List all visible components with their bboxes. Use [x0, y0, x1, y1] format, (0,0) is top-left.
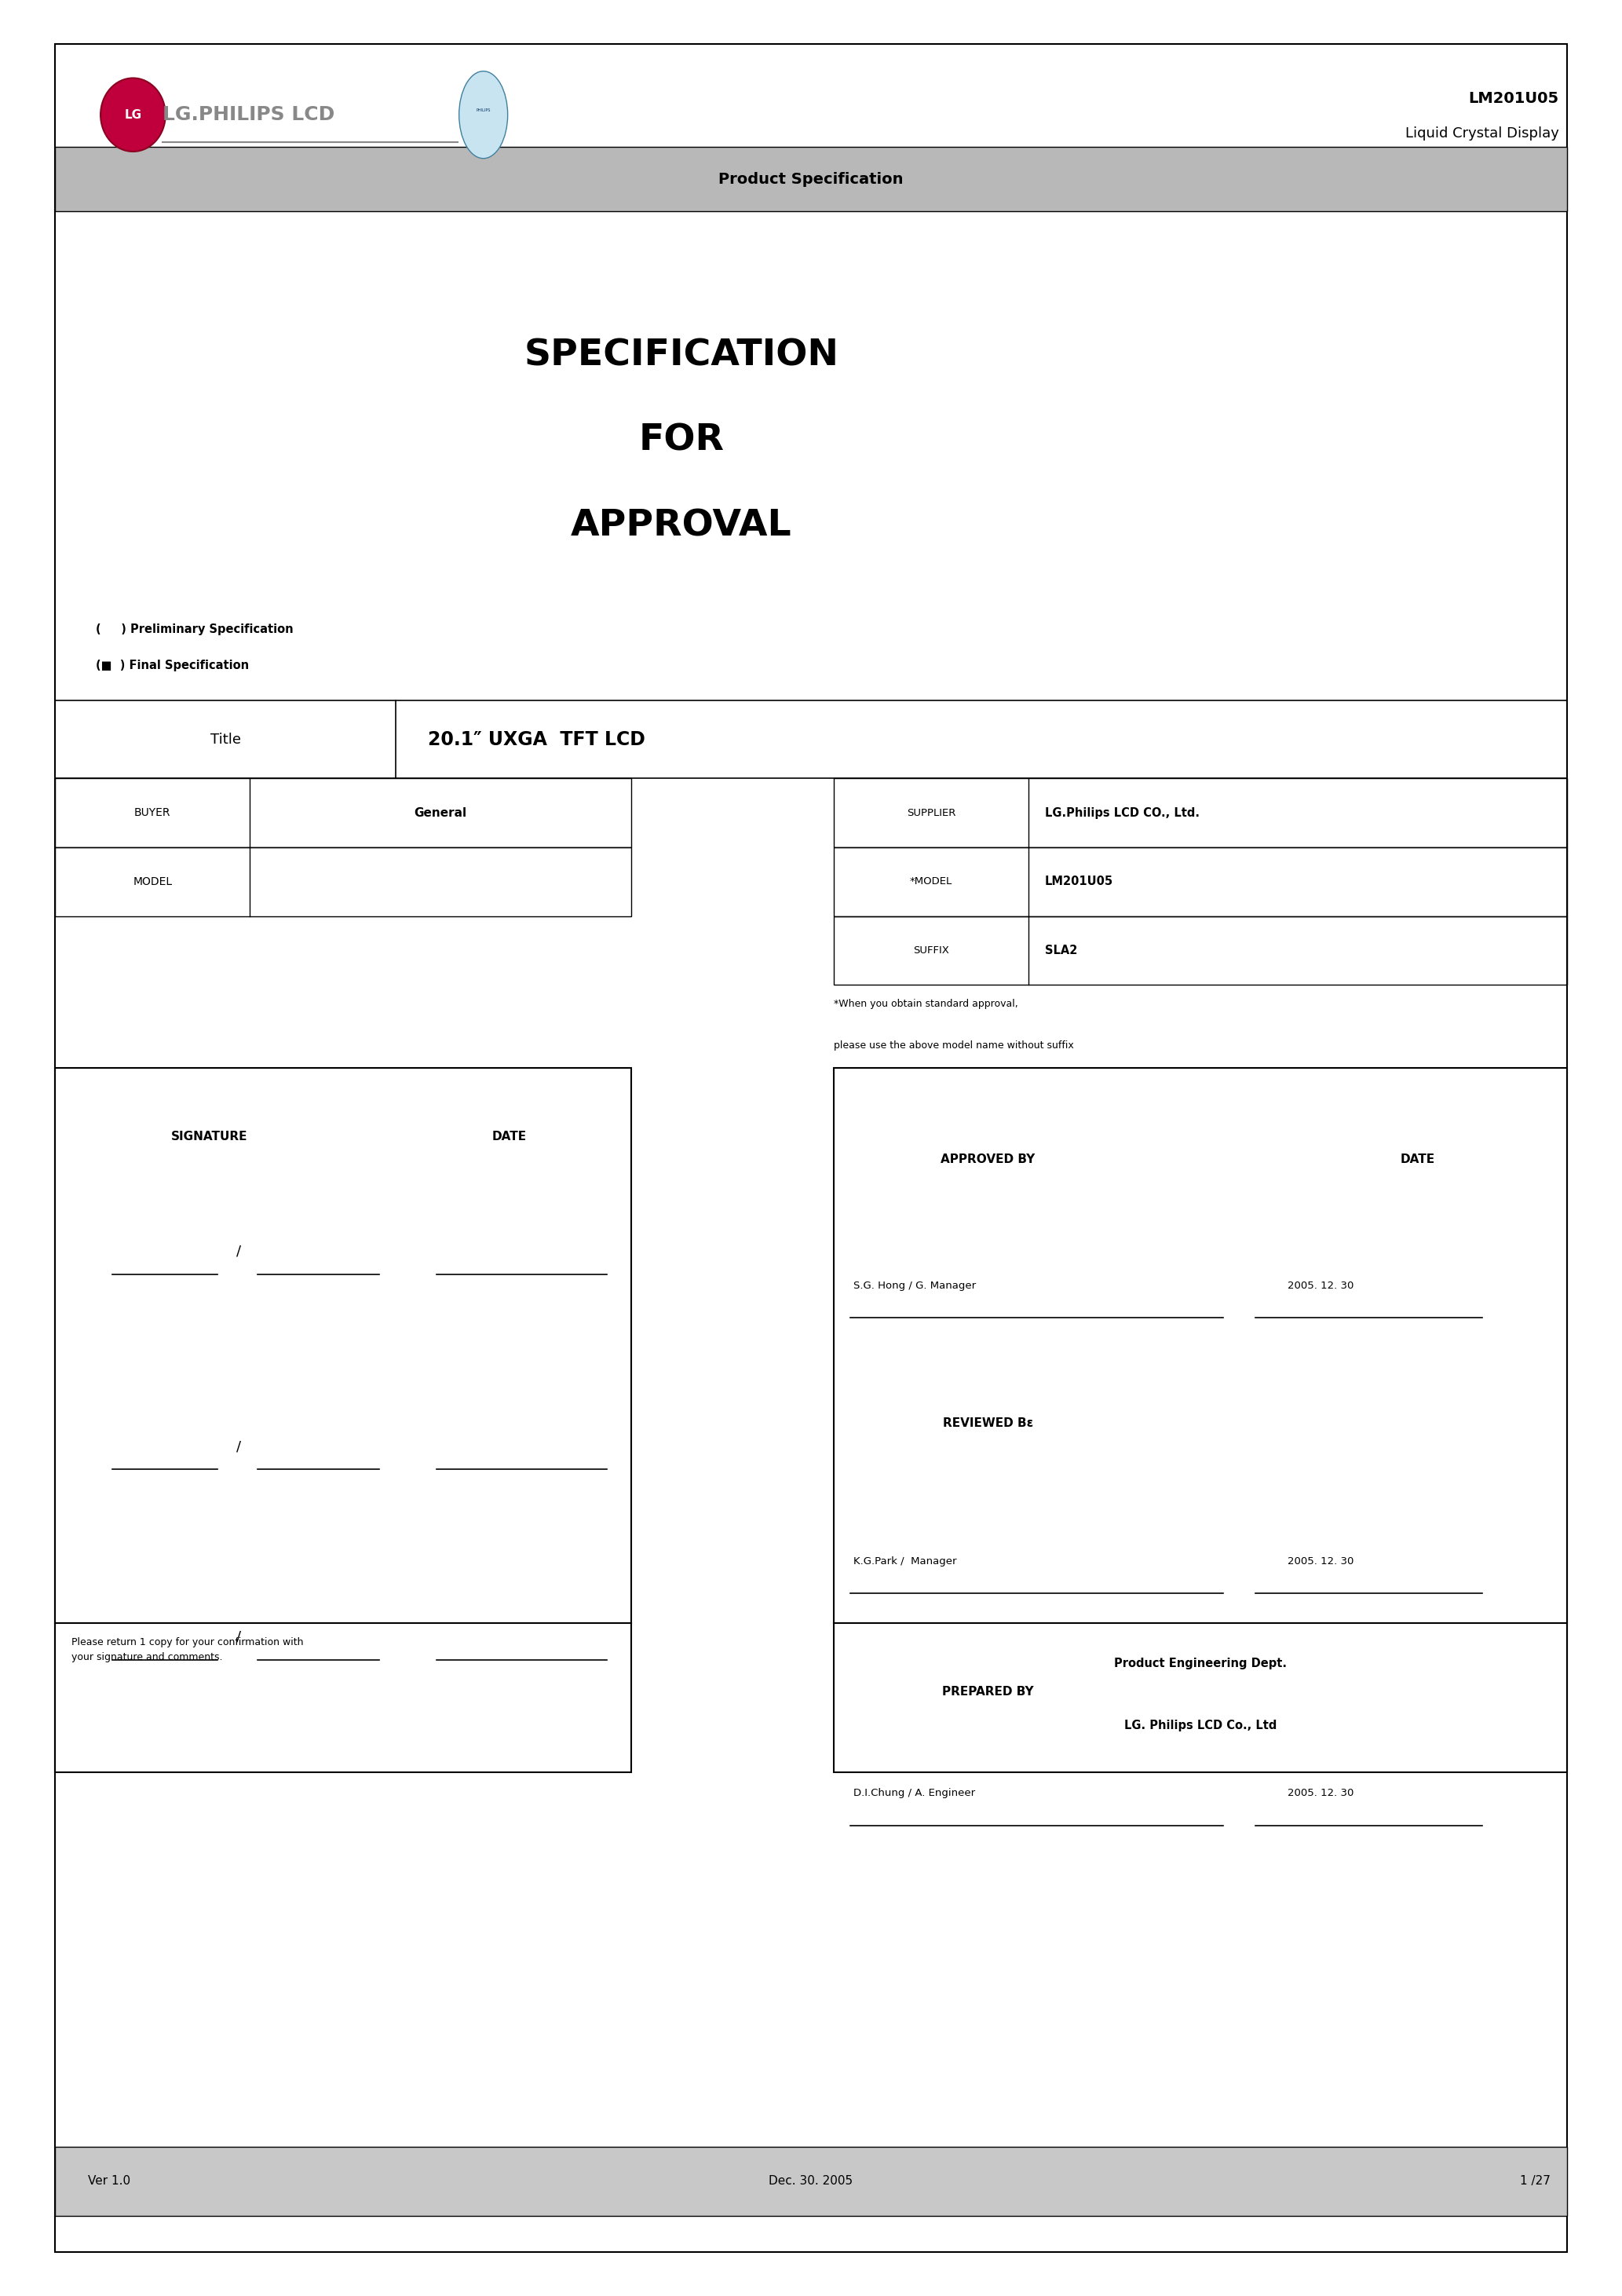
- Bar: [834, 847, 1567, 916]
- Text: Product Engineering Dept.: Product Engineering Dept.: [1114, 1658, 1286, 1669]
- Bar: [55, 1068, 631, 1773]
- Text: *MODEL: *MODEL: [910, 877, 952, 886]
- Text: 20.1″ UXGA  TFT LCD: 20.1″ UXGA TFT LCD: [428, 730, 646, 748]
- Text: BUYER: BUYER: [135, 808, 170, 817]
- Text: PHILIPS: PHILIPS: [477, 108, 490, 113]
- Text: FOR: FOR: [639, 422, 723, 459]
- Text: Dec. 30. 2005: Dec. 30. 2005: [769, 2174, 853, 2188]
- Text: LM201U05: LM201U05: [1045, 875, 1113, 889]
- Text: LM201U05: LM201U05: [1468, 92, 1559, 106]
- Text: REVIEWED Bε: REVIEWED Bε: [942, 1417, 1033, 1430]
- Text: DATE: DATE: [1400, 1153, 1435, 1166]
- Text: 2005. 12. 30: 2005. 12. 30: [1288, 1557, 1354, 1566]
- Text: 2005. 12. 30: 2005. 12. 30: [1288, 1281, 1354, 1290]
- Text: PREPARED BY: PREPARED BY: [942, 1685, 1033, 1699]
- Bar: [55, 778, 631, 847]
- Bar: [55, 700, 1567, 778]
- Text: *When you obtain standard approval,: *When you obtain standard approval,: [834, 999, 1019, 1008]
- Text: DATE: DATE: [491, 1130, 527, 1143]
- Text: SUPPLIER: SUPPLIER: [907, 808, 955, 817]
- Text: Please return 1 copy for your confirmation with
your signature and comments.: Please return 1 copy for your confirmati…: [71, 1637, 303, 1662]
- Text: D.I.Chung / A. Engineer: D.I.Chung / A. Engineer: [853, 1789, 975, 1798]
- Bar: [55, 847, 631, 916]
- Text: Title: Title: [211, 732, 240, 746]
- Text: (■  ) Final Specification: (■ ) Final Specification: [96, 659, 248, 673]
- Text: Liquid Crystal Display: Liquid Crystal Display: [1405, 126, 1559, 140]
- Text: 2005. 12. 30: 2005. 12. 30: [1288, 1789, 1354, 1798]
- Bar: [834, 778, 1567, 847]
- Text: SPECIFICATION: SPECIFICATION: [524, 338, 839, 374]
- Text: K.G.Park /  Manager: K.G.Park / Manager: [853, 1557, 957, 1566]
- Text: /: /: [237, 1244, 240, 1258]
- Text: LG.Philips LCD CO., Ltd.: LG.Philips LCD CO., Ltd.: [1045, 806, 1199, 820]
- Text: 1 /27: 1 /27: [1520, 2174, 1551, 2188]
- Bar: [55, 2147, 1567, 2216]
- Text: General: General: [414, 806, 467, 820]
- Text: SUFFIX: SUFFIX: [913, 946, 949, 955]
- Text: Product Specification: Product Specification: [719, 172, 903, 186]
- Bar: [55, 147, 1567, 211]
- Text: please use the above model name without suffix: please use the above model name without …: [834, 1040, 1074, 1049]
- Text: APPROVAL: APPROVAL: [571, 507, 792, 544]
- Text: LG. Philips LCD Co., Ltd: LG. Philips LCD Co., Ltd: [1124, 1720, 1277, 1731]
- Text: LG: LG: [125, 108, 141, 122]
- Text: SLA2: SLA2: [1045, 944, 1077, 957]
- Text: Ver 1.0: Ver 1.0: [88, 2174, 130, 2188]
- Text: SIGNATURE: SIGNATURE: [170, 1130, 248, 1143]
- Text: APPROVED BY: APPROVED BY: [941, 1153, 1035, 1166]
- Bar: [834, 1068, 1567, 1773]
- Text: LG.PHILIPS LCD: LG.PHILIPS LCD: [162, 106, 334, 124]
- Text: /: /: [237, 1440, 240, 1453]
- Ellipse shape: [101, 78, 165, 152]
- Text: MODEL: MODEL: [133, 877, 172, 886]
- Ellipse shape: [459, 71, 508, 158]
- Text: /: /: [237, 1630, 240, 1644]
- Text: S.G. Hong / G. Manager: S.G. Hong / G. Manager: [853, 1281, 976, 1290]
- Text: (     ) Preliminary Specification: ( ) Preliminary Specification: [96, 622, 294, 636]
- Bar: [834, 916, 1567, 985]
